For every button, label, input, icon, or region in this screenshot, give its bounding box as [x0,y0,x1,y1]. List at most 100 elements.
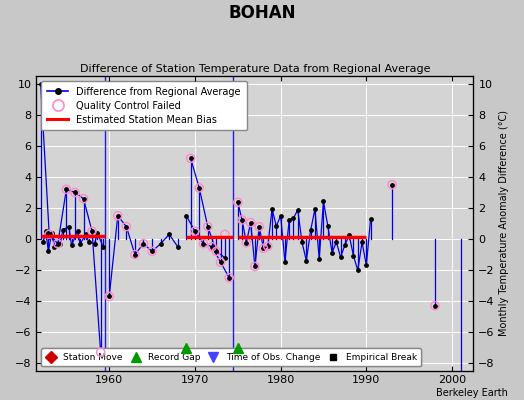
Point [130,251,139,258]
Point [45,231,53,238]
Point [173,244,182,250]
Point [311,206,319,212]
Point [298,239,306,246]
Point [91,240,99,247]
Point [96,349,105,356]
Point [195,185,203,191]
Point [315,255,323,262]
Point [199,240,208,247]
Point [225,274,233,281]
Point [82,231,90,238]
Point [350,253,358,259]
Point [48,230,56,236]
Point [71,189,79,196]
Point [96,349,105,356]
Point [216,259,225,266]
Point [212,248,221,255]
Point [366,216,375,222]
Point [324,222,332,229]
Point [56,240,64,247]
Y-axis label: Monthly Temperature Anomaly Difference (°C): Monthly Temperature Anomaly Difference (… [499,110,509,336]
Point [93,230,102,236]
Point [336,254,345,260]
Point [332,239,341,245]
Point [250,263,259,270]
Point [242,240,250,246]
Point [225,274,233,281]
Point [328,250,336,256]
Point [234,199,242,206]
Point [39,239,47,245]
Point [259,245,268,252]
Point [139,240,148,247]
Point [199,240,208,247]
Point [289,215,298,221]
Point [250,263,259,270]
Point [277,212,285,219]
Point [204,224,212,230]
Point [345,232,353,239]
Point [246,220,255,226]
Point [255,224,264,230]
Point [195,185,203,191]
Point [148,248,156,255]
Point [50,244,59,250]
Point [456,372,465,379]
Point [191,228,199,234]
Point [264,243,272,249]
Point [62,186,71,192]
Point [238,217,246,223]
Point [88,228,96,234]
Point [255,224,264,230]
Point [264,243,272,249]
Point [302,258,311,264]
Point [182,212,191,219]
Point [293,207,302,213]
Point [358,239,366,245]
Point [234,199,242,206]
Point [431,302,439,309]
Point [221,254,229,261]
Point [53,240,62,247]
Point [221,231,229,238]
Point [88,228,96,234]
Point [130,251,139,258]
Point [388,182,396,188]
Point [307,227,315,234]
Point [187,155,195,162]
Point [59,226,67,233]
Point [187,155,195,162]
Point [212,248,221,255]
Point [37,81,45,87]
Text: BOHAN: BOHAN [228,4,296,22]
Point [122,224,130,230]
Text: Berkeley Earth: Berkeley Earth [436,388,508,398]
Title: Difference of Station Temperature Data from Regional Average: Difference of Station Temperature Data f… [80,64,430,74]
Point [53,240,62,247]
Point [354,267,362,274]
Point [431,302,439,309]
Point [242,240,250,246]
Point [272,223,280,229]
Point [105,293,113,300]
Point [204,224,212,230]
Point [388,182,396,188]
Point [44,248,52,255]
Point [208,244,216,250]
Point [76,240,84,247]
Point [41,228,50,234]
Point [79,196,88,202]
Point [122,224,130,230]
Point [79,196,88,202]
Point [105,293,113,300]
Point [319,198,328,205]
Point [114,212,122,219]
Point [73,228,82,234]
Point [281,258,289,265]
Point [216,259,225,266]
Point [99,244,107,250]
Point [238,217,246,223]
Point [165,231,173,238]
Point [67,242,75,248]
Legend: Station Move, Record Gap, Time of Obs. Change, Empirical Break: Station Move, Record Gap, Time of Obs. C… [41,348,421,366]
